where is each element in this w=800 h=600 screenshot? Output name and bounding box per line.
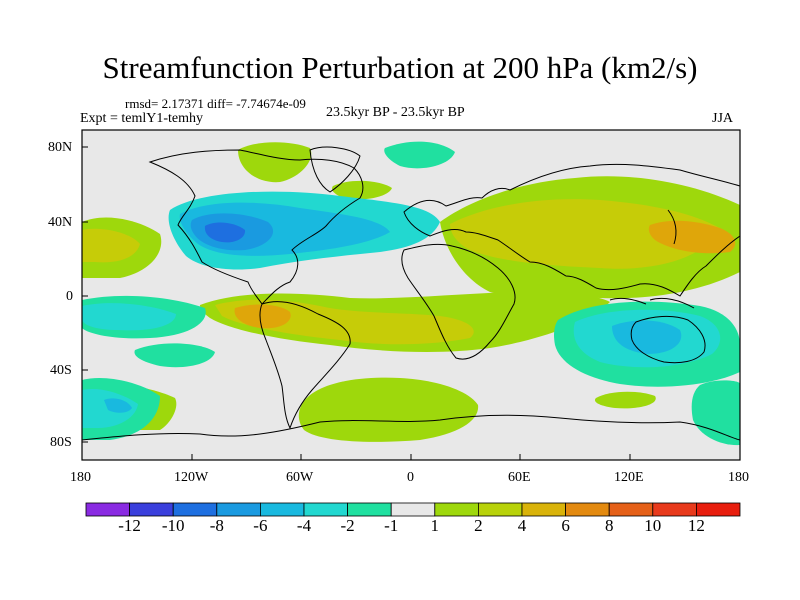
lon-label-60w: 60W <box>286 470 314 485</box>
contour-pos6-japan <box>648 220 736 254</box>
coast-africa <box>401 243 516 360</box>
lon-label-180e: 180 <box>728 470 749 485</box>
coast-antarctica <box>82 414 740 441</box>
colorbar-swatch <box>521 502 566 517</box>
stats-line: rmsd= 2.17371 diff= -7.74674e-09 <box>125 96 306 111</box>
lon-label-180w: 180 <box>70 470 91 485</box>
lon-label-120e: 120E <box>614 470 644 485</box>
contour-pos4-west-pacific <box>82 228 140 263</box>
colorbar-swatch <box>303 502 348 517</box>
colorbar-swatch <box>172 502 218 517</box>
colorbar-swatch <box>129 502 174 517</box>
colorbar-swatch <box>608 502 654 517</box>
colorbar-swatch <box>216 502 261 517</box>
colorbar-label: -8 <box>209 516 224 535</box>
lon-label-60e: 60E <box>508 470 531 485</box>
contour-neg4-australia <box>612 320 682 354</box>
coast-europe-asia <box>403 163 740 297</box>
coast-greenland <box>309 146 361 193</box>
colorbar <box>85 502 741 517</box>
lon-label-120w: 120W <box>174 470 209 485</box>
lon-label-0: 0 <box>407 470 414 485</box>
colorbar-swatch <box>565 502 610 517</box>
colorbar-label: 12 <box>687 516 705 535</box>
colorbar-swatch <box>652 502 697 517</box>
coast-japan <box>667 209 677 245</box>
contour-pos4-eurasia <box>450 199 720 269</box>
lat-label-40n: 40N <box>48 215 73 230</box>
colorbar-label: -10 <box>161 516 185 535</box>
coast-indonesia <box>609 297 695 309</box>
contour-neg1-southeast-pacific <box>134 343 215 368</box>
colorbar-swatch <box>696 502 741 517</box>
lat-label-80n: 80N <box>48 140 73 155</box>
contour-pos6-tropics <box>234 304 291 329</box>
colorbar-swatch <box>347 502 392 517</box>
colorbar-swatch <box>259 502 305 517</box>
colorbar-label: 6 <box>561 516 570 535</box>
season-label: JJA <box>712 111 734 126</box>
colorbar-swatch <box>477 502 523 517</box>
coastlines <box>82 146 740 441</box>
contour-neg1-south-indian <box>691 380 740 446</box>
coast-south-america <box>259 301 351 430</box>
colorbar-label: -4 <box>296 516 312 535</box>
contour-pos2-south-atlantic <box>298 377 479 442</box>
contour-field <box>82 130 740 460</box>
colorbar-label: 10 <box>644 516 662 535</box>
colorbar-label: 1 <box>430 516 440 535</box>
contour-pos2-greenland <box>238 142 312 183</box>
contour-pos2-atlantic <box>332 180 392 200</box>
colorbar-label: -12 <box>118 516 141 535</box>
colorbar-swatch <box>390 502 436 517</box>
lat-label-0: 0 <box>66 289 73 304</box>
contour-pos2-indian-south <box>594 391 656 409</box>
lat-label-80s: 80S <box>50 435 72 450</box>
coast-north-america <box>148 149 364 305</box>
axis-ticks <box>81 146 741 460</box>
colorbar-label: -2 <box>340 516 355 535</box>
period-label: 23.5kyr BP - 23.5kyr BP <box>326 105 465 120</box>
contour-neg1-arctic <box>384 141 455 169</box>
colorbar-label: 8 <box>604 516 614 535</box>
lat-label-40s: 40S <box>50 363 72 378</box>
colorbar-label: 4 <box>517 516 527 535</box>
contour-neg2-east-pacific <box>82 303 176 331</box>
colorbar-label: -1 <box>384 516 399 535</box>
page-title: Streamfunction Perturbation at 200 hPa (… <box>102 50 698 85</box>
colorbar-label: 2 <box>474 516 483 535</box>
coast-australia <box>630 315 706 364</box>
colorbar-swatch <box>434 502 479 517</box>
contour-neg4-south-pacific <box>104 398 132 413</box>
experiment-label: Expt = temlY1-temhy <box>80 111 203 126</box>
colorbar-label: -6 <box>253 516 268 535</box>
contour-neg8-north-america <box>204 222 246 243</box>
colorbar-swatch <box>85 502 130 517</box>
